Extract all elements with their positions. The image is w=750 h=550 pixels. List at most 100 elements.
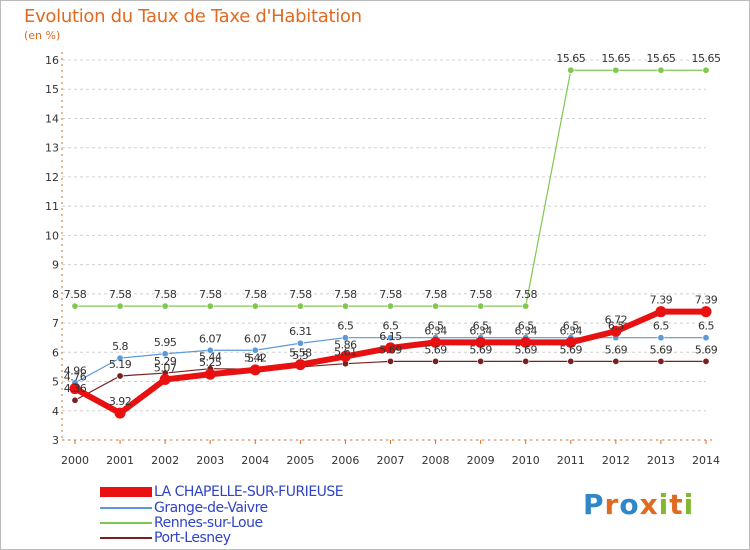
x-tick-label: 2002 <box>151 454 179 467</box>
data-label: 15.65 <box>601 52 630 65</box>
data-point <box>700 306 712 318</box>
data-label: 5.86 <box>334 338 357 351</box>
data-point <box>612 357 620 365</box>
data-point <box>522 302 530 310</box>
legend-item: Rennes-sur-Loue <box>100 515 263 531</box>
data-point <box>341 302 349 310</box>
data-point <box>114 407 126 419</box>
data-point <box>341 334 349 342</box>
data-label: 5.58 <box>289 347 312 360</box>
legend-item: Port-Lesney <box>100 530 231 546</box>
series-la-chapelle-sur-furieuse <box>69 306 712 419</box>
legend-label: LA CHAPELLE-SUR-FURIEUSE <box>154 484 344 500</box>
data-point <box>657 357 665 365</box>
y-tick-label: 10 <box>45 229 59 242</box>
data-label: 5.69 <box>560 343 583 356</box>
data-label: 5.61 <box>334 346 357 359</box>
data-point <box>116 354 124 362</box>
data-label: 6.07 <box>244 332 267 345</box>
data-label: 3.92 <box>109 395 132 408</box>
legend-swatch <box>100 522 152 524</box>
data-point <box>610 325 622 337</box>
data-label: 5.5 <box>292 349 308 362</box>
data-label: 7.58 <box>109 288 132 301</box>
legend-swatch <box>100 507 152 509</box>
series-rennes-sur-loue <box>71 66 710 310</box>
data-point <box>251 302 259 310</box>
data-point <box>475 336 487 348</box>
data-point <box>477 357 485 365</box>
data-label: 5.69 <box>424 343 447 356</box>
data-point <box>520 336 532 348</box>
logo-letter: r <box>604 488 620 521</box>
data-label: 6.5 <box>473 320 489 333</box>
legend-label: Grange-de-Vaivre <box>154 500 268 516</box>
x-tick-label: 2000 <box>61 454 89 467</box>
data-label: 15.65 <box>556 52 585 65</box>
grid-lines: 3 4 5 6 7 8 9 10 11 12 13 14 15 16 <box>45 54 706 447</box>
logo-letter: P <box>583 488 605 521</box>
data-point <box>385 342 396 354</box>
data-label: 6.34 <box>424 324 447 337</box>
data-point <box>430 336 442 348</box>
data-label: 15.65 <box>692 52 721 65</box>
x-tick-label: 2001 <box>106 454 134 467</box>
data-point <box>116 302 124 310</box>
data-point <box>71 396 79 404</box>
y-tick-label: 9 <box>52 259 59 272</box>
data-label: 7.39 <box>650 294 673 307</box>
data-label: 7.58 <box>64 288 87 301</box>
data-label: 5.69 <box>695 343 718 356</box>
data-label: 5.69 <box>469 343 492 356</box>
y-tick-label: 7 <box>52 317 59 330</box>
x-tick-label: 2013 <box>647 454 675 467</box>
y-tick-label: 5 <box>52 376 59 389</box>
y-tick-label: 15 <box>45 83 59 96</box>
data-label: 6.07 <box>199 332 222 345</box>
x-tick-label: 2005 <box>286 454 314 467</box>
data-label: 5.69 <box>650 343 673 356</box>
data-point <box>71 302 79 310</box>
legend-swatch <box>100 487 152 497</box>
x-tick-label: 2006 <box>331 454 359 467</box>
data-labels: 4.763.925.07 5.25 5.4 5.585.866.15 6.34 6.34 6… <box>64 294 718 408</box>
data-point <box>249 364 261 376</box>
series-line <box>74 69 707 307</box>
proxiti-logo: Proxiti <box>583 488 694 521</box>
data-point <box>657 334 665 342</box>
data-label: 6.5 <box>383 320 399 333</box>
legend-item: LA CHAPELLE-SUR-FURIEUSE <box>100 484 344 500</box>
data-label: 7.58 <box>289 288 312 301</box>
legend-label: Port-Lesney <box>154 530 231 546</box>
data-point <box>432 357 440 365</box>
data-label: 5.44 <box>199 351 222 364</box>
data-point <box>159 373 171 385</box>
data-label: 6.34 <box>469 324 492 337</box>
data-labels: 4.965.8 5.95 6.07 6.076.31 6.5 6.5 6.5 6.5 6.5 6.… <box>64 320 715 378</box>
data-point <box>567 66 575 74</box>
data-label: 5.69 <box>605 343 628 356</box>
data-point <box>655 306 667 318</box>
data-label: 6.72 <box>605 313 628 326</box>
data-point <box>296 302 304 310</box>
data-label: 6.34 <box>560 324 583 337</box>
x-tick-label: 2012 <box>602 454 630 467</box>
data-point <box>204 368 216 380</box>
logo-letter: x <box>639 488 659 521</box>
data-point <box>206 302 214 310</box>
data-point <box>657 66 665 74</box>
data-label: 7.39 <box>695 294 718 307</box>
data-point <box>522 357 530 365</box>
y-tick-label: 6 <box>52 346 59 359</box>
unit-label: (en %) <box>24 29 61 42</box>
y-tick-label: 12 <box>45 171 59 184</box>
data-label: 4.96 <box>64 365 87 378</box>
data-label: 5.42 <box>244 351 267 364</box>
chart-title: Evolution du Taux de Taxe d'Habitation <box>24 6 362 27</box>
y-tick-label: 14 <box>45 112 59 125</box>
data-label: 5.8 <box>112 340 128 353</box>
data-point <box>432 302 440 310</box>
data-label: 6.5 <box>518 320 534 333</box>
x-tick-label: 2008 <box>422 454 450 467</box>
